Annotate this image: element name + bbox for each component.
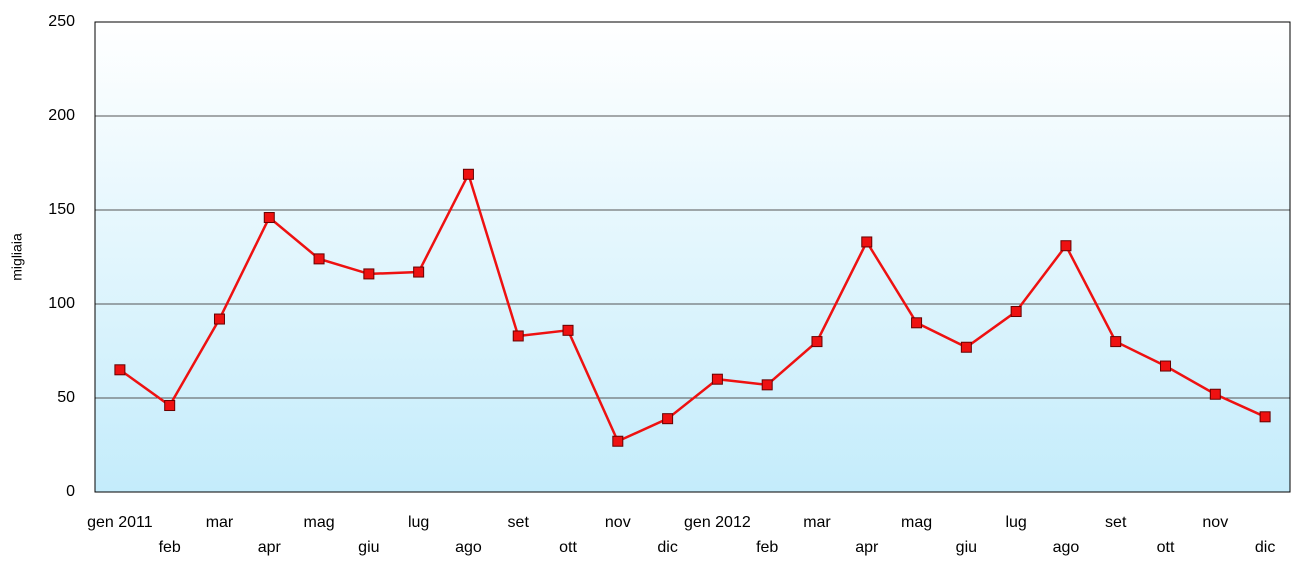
- x-tick-label: ott: [559, 539, 577, 556]
- data-point: [612, 435, 624, 447]
- y-axis-label: migliaia: [9, 233, 25, 281]
- x-tick-label: lug: [1005, 514, 1026, 531]
- x-tick-label: mag: [901, 514, 932, 531]
- x-tick-label: nov: [1202, 514, 1228, 531]
- x-tick-label: mar: [803, 514, 831, 531]
- data-point: [911, 317, 923, 329]
- data-point: [263, 212, 275, 224]
- x-tick-label: apr: [855, 539, 879, 556]
- y-tick-label: 100: [48, 295, 75, 312]
- data-point: [811, 336, 823, 348]
- x-tick-label: ago: [455, 539, 482, 556]
- y-tick-label: 200: [48, 107, 75, 124]
- x-tick-label: apr: [258, 539, 282, 556]
- x-tick-label: feb: [159, 539, 181, 556]
- data-point: [512, 330, 524, 342]
- x-tick-label: lug: [408, 514, 429, 531]
- data-point: [1010, 306, 1022, 318]
- y-tick-label: 0: [66, 483, 75, 500]
- data-point: [1060, 240, 1072, 252]
- data-point: [711, 373, 723, 385]
- x-tick-label: giu: [358, 539, 379, 556]
- plot-border: [94, 21, 1291, 493]
- data-line: [119, 170, 1266, 443]
- data-point: [1160, 360, 1172, 372]
- x-tick-label: set: [508, 514, 530, 531]
- x-tick-label: feb: [756, 539, 778, 556]
- y-tick-label: 50: [57, 389, 75, 406]
- x-tick-label: ago: [1053, 539, 1080, 556]
- x-tick-label: mag: [304, 514, 335, 531]
- x-tick-label: set: [1105, 514, 1127, 531]
- data-point: [462, 168, 474, 180]
- x-tick-label: ott: [1157, 539, 1175, 556]
- data-point: [114, 364, 126, 376]
- data-point: [164, 400, 176, 412]
- y-tick-label: 150: [48, 201, 75, 218]
- plot-area: [95, 22, 1290, 492]
- data-point: [960, 341, 972, 353]
- data-point: [861, 236, 873, 248]
- data-point: [313, 253, 325, 265]
- data-point: [1209, 388, 1221, 400]
- x-tick-label: giu: [956, 539, 977, 556]
- data-point: [413, 266, 425, 278]
- x-tick-label: nov: [605, 514, 631, 531]
- x-tick-label: dic: [1255, 539, 1275, 556]
- data-point: [1259, 411, 1271, 423]
- data-point: [662, 413, 674, 425]
- data-point: [213, 313, 225, 325]
- data-point: [761, 379, 773, 391]
- x-tick-label: dic: [657, 539, 677, 556]
- data-point: [363, 268, 375, 280]
- x-tick-label: mar: [206, 514, 234, 531]
- data-point: [562, 324, 574, 336]
- data-point: [1110, 336, 1122, 348]
- x-tick-label: gen 2012: [684, 514, 751, 531]
- x-tick-label: gen 2011: [87, 514, 153, 531]
- y-tick-label: 250: [48, 13, 75, 30]
